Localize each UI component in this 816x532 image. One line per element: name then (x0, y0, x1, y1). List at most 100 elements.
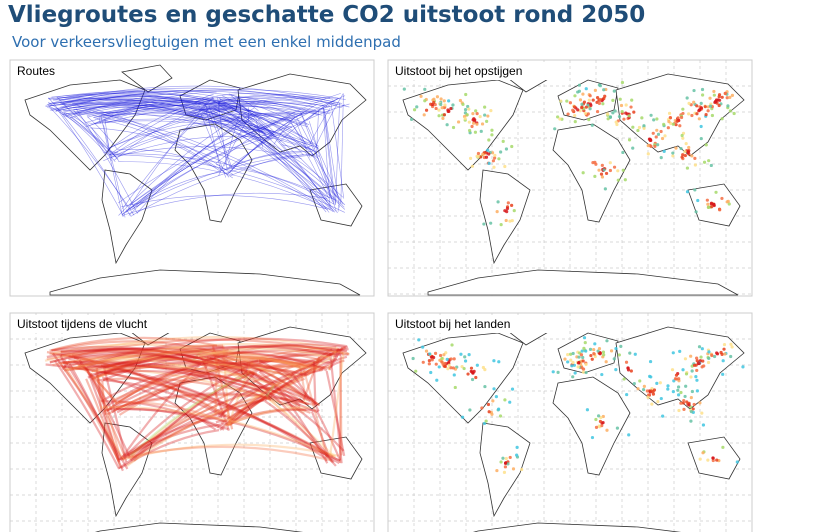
emission-dot (632, 382, 636, 386)
emission-dot (697, 345, 702, 349)
route (290, 121, 311, 158)
route (263, 366, 320, 394)
route (100, 364, 326, 460)
emission-dot (423, 87, 427, 91)
route (113, 107, 205, 161)
route (255, 119, 264, 148)
emission-dot (637, 125, 642, 130)
panel-label: Uitstoot tijdens de vlucht (17, 317, 148, 331)
emission-dot (414, 369, 418, 373)
route (232, 97, 340, 168)
emission-dot (661, 414, 665, 418)
route (63, 112, 117, 158)
emission-dot (679, 401, 683, 405)
emission-dot (466, 372, 470, 376)
emission-dot (563, 357, 567, 361)
route (130, 112, 308, 205)
emission-dot (672, 379, 676, 383)
emission-dot (677, 408, 681, 413)
emission-dot (680, 155, 684, 159)
emission-dot (487, 152, 491, 156)
route (218, 167, 230, 178)
route (60, 92, 241, 109)
emission-dot (590, 357, 594, 361)
emission-dot (492, 165, 496, 169)
emission-dot (443, 361, 447, 366)
route (227, 419, 233, 427)
route (119, 364, 201, 461)
emission-dot (699, 136, 703, 141)
route (295, 121, 307, 149)
route (201, 111, 332, 210)
emission-dot (656, 132, 661, 136)
emission-dot (622, 117, 626, 121)
emission-dot (656, 143, 660, 147)
emission-dot (646, 152, 650, 156)
route (226, 408, 307, 427)
route (60, 355, 255, 376)
label-bg (12, 62, 66, 80)
route (212, 99, 327, 213)
emission-dot (467, 120, 471, 124)
emission-dot (487, 138, 491, 142)
emission-dot (499, 223, 503, 227)
emission-dot (493, 156, 497, 160)
route (53, 99, 241, 123)
emission-dot (456, 120, 461, 124)
route (102, 407, 126, 456)
route (90, 127, 235, 169)
emission-dot (584, 370, 588, 375)
emission-dot (674, 373, 679, 377)
route (101, 376, 217, 431)
route (281, 144, 315, 158)
emission-dot (611, 111, 615, 115)
map (388, 313, 752, 532)
route (126, 455, 138, 460)
route (226, 385, 275, 426)
emission-dot (484, 419, 488, 423)
emission-dot (571, 360, 575, 365)
emission-dot (578, 98, 583, 102)
emission-dot (618, 97, 622, 101)
route (48, 105, 135, 216)
emission-dot (687, 101, 691, 105)
route (217, 97, 228, 170)
route (336, 349, 350, 355)
route (49, 89, 337, 111)
emission-dot (601, 350, 606, 354)
emission-dot (602, 168, 606, 172)
emission-dot (489, 221, 493, 225)
emission-dot (678, 349, 682, 354)
emission-dot (452, 357, 456, 361)
route (63, 111, 90, 128)
route (89, 361, 308, 377)
route (211, 344, 344, 355)
emission-dot (714, 190, 718, 194)
route (302, 370, 328, 458)
route (54, 360, 121, 470)
route (48, 94, 259, 121)
emission-dot (481, 365, 485, 370)
route (209, 357, 277, 390)
route (73, 108, 334, 212)
emission-dot (629, 369, 633, 373)
emission-dot (683, 150, 687, 154)
emission-dot (659, 396, 663, 401)
emission-dot (687, 145, 691, 150)
panel-label: Routes (17, 64, 55, 78)
emission-dot (492, 359, 496, 363)
route (133, 372, 246, 462)
emission-dot (671, 390, 675, 394)
route (200, 114, 227, 178)
emission-dot (700, 365, 704, 369)
route (61, 90, 314, 109)
route (105, 96, 214, 152)
route (190, 349, 203, 364)
emission-dot (628, 351, 632, 355)
route (122, 192, 328, 216)
emission-dot (632, 110, 636, 114)
emission-dot (465, 113, 469, 117)
emission-dot (683, 357, 688, 361)
emission-dot (612, 89, 616, 93)
